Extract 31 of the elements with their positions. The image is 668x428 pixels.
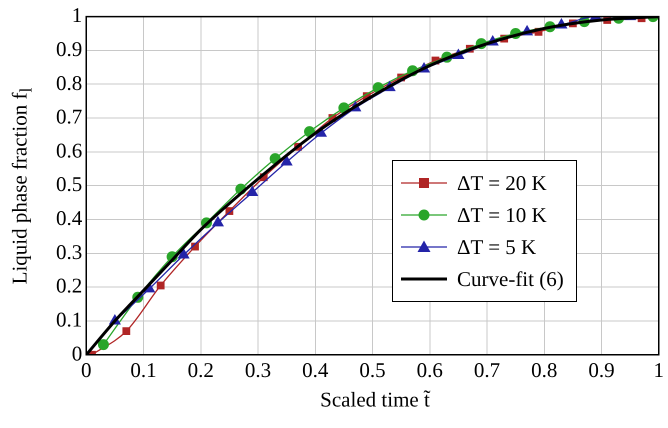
x-axis-title: Scaled time t̃: [320, 388, 430, 412]
x-tick-label: 0.3: [244, 358, 272, 382]
y-tick-label: 0.9: [56, 36, 82, 61]
y-tick-label: 0.7: [56, 104, 82, 129]
y-tick-label: 0.2: [56, 274, 82, 298]
legend-label: ΔT = 5 K: [457, 234, 536, 260]
legend-label: ΔT = 10 K: [457, 202, 547, 228]
y-tick-label: 0.5: [56, 172, 82, 196]
x-tick-label: 0.9: [588, 358, 615, 382]
y-tick-label: 1: [72, 3, 82, 28]
y-tick-label: 0: [72, 341, 82, 366]
y-tick-label: 0.4: [56, 206, 83, 230]
x-tick-label: 1: [654, 358, 664, 382]
x-tick-label: 0.2: [188, 358, 214, 382]
point: [156, 282, 165, 290]
y-tick-label: 0.6: [56, 138, 82, 162]
point: [98, 339, 109, 350]
x-tick-label: 0.6: [416, 358, 443, 382]
point: [178, 248, 190, 259]
legend-label: ΔT = 20 K: [457, 170, 547, 196]
x-tick-label: 0.7: [474, 358, 500, 382]
x-tick-label: 0.8: [531, 358, 558, 382]
point: [280, 155, 293, 166]
x-tick-label: 0.5: [359, 358, 386, 382]
y-tick-label: 0.8: [56, 70, 82, 95]
x-tick-label: 0.1: [130, 358, 157, 382]
x-tick-label: 0.4: [302, 358, 329, 382]
y-tick-label: 0.1: [56, 307, 82, 332]
point: [122, 327, 130, 336]
legend-label: Curve-fit (6): [457, 266, 564, 292]
y-tick-label: 0.3: [56, 240, 82, 264]
